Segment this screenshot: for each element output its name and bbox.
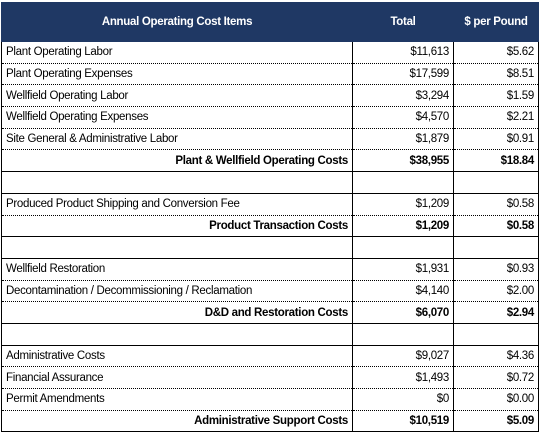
- table-cell: $4,570: [352, 106, 454, 129]
- table-cell: $0.91: [453, 127, 539, 150]
- table-cell: $2.21: [453, 106, 539, 129]
- table-cell: $4,140: [352, 279, 454, 302]
- table-cell: [352, 171, 454, 194]
- table-cell: $1,931: [352, 257, 454, 281]
- table-cell: $3,294: [352, 84, 454, 107]
- table-cell: $6,070: [352, 301, 454, 324]
- table-cell: $18.84: [453, 149, 539, 173]
- table-cell: $2.00: [453, 279, 539, 302]
- table-cell: $0: [352, 388, 454, 411]
- table-row: Product Transaction Costs $1,209 $0.58: [1, 214, 539, 238]
- table-cell: $1.59: [453, 84, 539, 107]
- table-row: Wellfield Operating Labor $3,294 $1.59: [1, 84, 539, 107]
- table-cell: Wellfield Restoration: [1, 257, 353, 281]
- table-cell: $0.00: [453, 388, 539, 411]
- table-cell: $0.72: [453, 366, 539, 389]
- table-cell: Plant Operating Expenses: [1, 62, 353, 85]
- table-cell: Administrative Support Costs: [1, 409, 353, 433]
- table-body: Plant Operating Labor $11,613 $5.62 Plant O…: [1, 41, 539, 433]
- table-cell: Wellfield Operating Expenses: [1, 106, 353, 129]
- table-cell: $8.51: [453, 62, 539, 85]
- table-cell: $2.94: [453, 301, 539, 324]
- header-cell: Annual Operating Cost Items: [1, 2, 353, 42]
- table-cell: Permit Amendments: [1, 388, 353, 411]
- table-row: Administrative Costs $9,027 $4.36: [1, 344, 539, 367]
- table-cell: [453, 236, 539, 259]
- table-cell: $9,027: [352, 344, 454, 367]
- table-cell: $1,493: [352, 366, 454, 389]
- table-row: Site General & Administrative Labor $1,87…: [1, 127, 539, 150]
- header-cell: Total: [352, 2, 454, 42]
- table-row: Administrative Support Costs $10,519 $5.09: [1, 409, 539, 433]
- table-cell: $11,613: [352, 41, 454, 64]
- table-cell: [1, 236, 353, 259]
- table-cell: Product Transaction Costs: [1, 214, 353, 238]
- table-cell: $38,955: [352, 149, 454, 173]
- header-row: Annual Operating Cost Items Total $ per …: [1, 2, 539, 42]
- table-row: Plant Operating Labor $11,613 $5.62: [1, 41, 539, 64]
- header-cell: $ per Pound: [453, 2, 539, 42]
- table-row: Wellfield Operating Expenses $4,570 $2.21: [1, 106, 539, 129]
- table-cell: [453, 171, 539, 194]
- table-row: [1, 171, 539, 194]
- table-cell: $4.36: [453, 344, 539, 367]
- table-cell: $5.62: [453, 41, 539, 64]
- table-row: Plant Operating Expenses $17,599 $8.51: [1, 62, 539, 85]
- table-row: Financial Assurance $1,493 $0.72: [1, 366, 539, 389]
- table-row: Permit Amendments $0 $0.00: [1, 388, 539, 411]
- table-cell: [352, 322, 454, 346]
- table-row: Plant & Wellfield Operating Costs $38,955…: [1, 149, 539, 173]
- table-cell: Decontamination / Decommissioning / Recl…: [1, 279, 353, 302]
- table-cell: $17,599: [352, 62, 454, 85]
- table-cell: Financial Assurance: [1, 366, 353, 389]
- table-cell: Site General & Administrative Labor: [1, 127, 353, 150]
- table-cell: [1, 322, 353, 346]
- table-cell: Plant Operating Labor: [1, 41, 353, 64]
- table-cell: Wellfield Operating Labor: [1, 84, 353, 107]
- table-cell: [1, 171, 353, 194]
- table-cell: Plant & Wellfield Operating Costs: [1, 149, 353, 173]
- table-cell: $10,519: [352, 409, 454, 433]
- table-cell: $0.93: [453, 257, 539, 281]
- table-cell: Administrative Costs: [1, 344, 353, 367]
- table-cell: $1,879: [352, 127, 454, 150]
- table-row: Decontamination / Decommissioning / Recl…: [1, 279, 539, 302]
- table-cell: $0.58: [453, 192, 539, 215]
- table-row: [1, 322, 539, 346]
- table-row: [1, 236, 539, 259]
- table-cell: [453, 322, 539, 346]
- table-row: Wellfield Restoration $1,931 $0.93: [1, 257, 539, 281]
- table-cell: $0.58: [453, 214, 539, 238]
- table-row: D&D and Restoration Costs $6,070 $2.94: [1, 301, 539, 324]
- table-cell: $5.09: [453, 409, 539, 433]
- table-cell: $1,209: [352, 214, 454, 238]
- table-row: Produced Product Shipping and Conversion…: [1, 192, 539, 215]
- table-cell: $1,209: [352, 192, 454, 215]
- table-cell: [352, 236, 454, 259]
- table-cell: Produced Product Shipping and Conversion…: [1, 192, 353, 215]
- table-cell: D&D and Restoration Costs: [1, 301, 353, 324]
